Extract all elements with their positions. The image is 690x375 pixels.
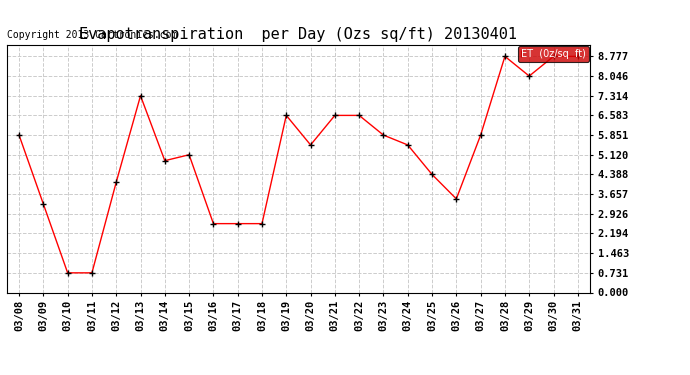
Text: Copyright 2013 Cartronics.com: Copyright 2013 Cartronics.com [7,30,177,40]
Title: Evapotranspiration  per Day (Ozs sq/ft) 20130401: Evapotranspiration per Day (Ozs sq/ft) 2… [79,27,518,42]
Legend: ET  (0z/sq  ft): ET (0z/sq ft) [518,46,589,62]
